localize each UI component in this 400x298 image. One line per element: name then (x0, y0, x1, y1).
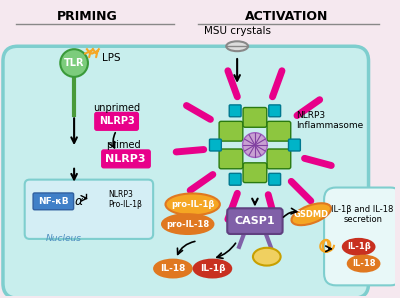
FancyBboxPatch shape (269, 105, 281, 117)
Text: IL-1β: IL-1β (200, 264, 225, 273)
Ellipse shape (348, 256, 380, 271)
Text: NLRP3: NLRP3 (99, 116, 134, 126)
Text: LPS: LPS (102, 53, 120, 63)
Circle shape (60, 49, 88, 77)
Text: CASP1: CASP1 (235, 216, 275, 226)
FancyBboxPatch shape (229, 105, 241, 117)
Text: ACTIVATION: ACTIVATION (245, 10, 328, 23)
Ellipse shape (162, 214, 214, 234)
Ellipse shape (292, 203, 331, 225)
Text: pro-IL-1β: pro-IL-1β (171, 200, 214, 209)
FancyBboxPatch shape (229, 173, 241, 185)
Text: NLRP3: NLRP3 (105, 154, 146, 164)
FancyBboxPatch shape (269, 173, 281, 185)
Text: pro-IL-18: pro-IL-18 (166, 220, 209, 229)
Text: IL-1β and IL-18
secretion: IL-1β and IL-18 secretion (332, 204, 394, 224)
Text: Nucleus: Nucleus (46, 235, 82, 243)
Text: PRIMING: PRIMING (56, 10, 117, 23)
Ellipse shape (226, 41, 248, 51)
FancyBboxPatch shape (219, 149, 243, 169)
Text: IL-18: IL-18 (160, 264, 186, 273)
FancyBboxPatch shape (324, 187, 400, 285)
FancyBboxPatch shape (219, 121, 243, 141)
Ellipse shape (154, 260, 192, 277)
Text: α: α (75, 195, 83, 208)
Text: primed: primed (106, 140, 141, 150)
FancyBboxPatch shape (243, 108, 267, 127)
Text: GSDMD: GSDMD (294, 210, 329, 219)
Text: NLRP3
Pro-IL-1β: NLRP3 Pro-IL-1β (109, 190, 142, 209)
FancyBboxPatch shape (243, 163, 267, 183)
FancyBboxPatch shape (33, 193, 74, 210)
FancyBboxPatch shape (267, 149, 291, 169)
Text: NLRP3
Inflammasome: NLRP3 Inflammasome (296, 111, 364, 130)
Ellipse shape (253, 248, 281, 266)
Text: IL-1β: IL-1β (347, 242, 370, 251)
Ellipse shape (166, 193, 220, 215)
FancyBboxPatch shape (227, 208, 282, 234)
Text: MSU crystals: MSU crystals (204, 27, 271, 36)
FancyBboxPatch shape (3, 46, 368, 298)
Text: TLR: TLR (64, 58, 84, 68)
FancyBboxPatch shape (288, 139, 300, 151)
Text: unprimed: unprimed (93, 103, 140, 114)
FancyBboxPatch shape (210, 139, 221, 151)
FancyBboxPatch shape (267, 121, 291, 141)
FancyBboxPatch shape (102, 150, 150, 168)
Ellipse shape (194, 260, 231, 277)
Ellipse shape (343, 239, 374, 255)
Ellipse shape (242, 133, 267, 157)
Text: NF-κB: NF-κB (38, 197, 69, 206)
Text: IL-18: IL-18 (352, 259, 375, 268)
FancyBboxPatch shape (25, 180, 153, 239)
FancyBboxPatch shape (95, 112, 138, 130)
